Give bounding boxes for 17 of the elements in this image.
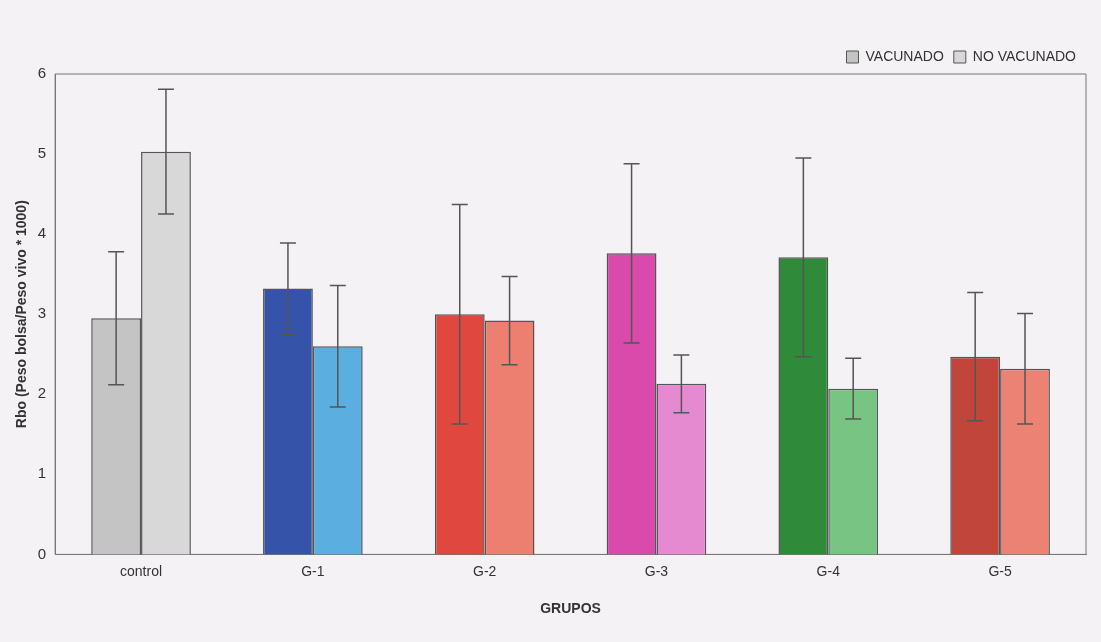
y-tick-label: 1 bbox=[37, 464, 47, 482]
y-tick-label: 5 bbox=[37, 144, 47, 162]
x-axis-title: GRUPOS bbox=[540, 600, 601, 617]
x-tick-label: G-4 bbox=[816, 562, 841, 579]
y-tick-label: 6 bbox=[37, 64, 47, 82]
y-axis-title: Rbo (Peso bolsa/Peso vivo * 1000) bbox=[13, 200, 30, 429]
x-tick-label: G-1 bbox=[301, 562, 325, 579]
y-tick-label: 2 bbox=[37, 384, 47, 402]
x-tick-label: control bbox=[120, 562, 163, 579]
y-tick-label: 3 bbox=[37, 304, 47, 322]
x-tick-label: G-3 bbox=[644, 562, 669, 579]
x-tick-label: G-5 bbox=[988, 562, 1012, 579]
y-tick-label: 4 bbox=[37, 224, 47, 242]
legend-label: NO VACUNADO bbox=[972, 47, 1077, 64]
legend-label: VACUNADO bbox=[865, 47, 944, 64]
y-tick-label: 0 bbox=[37, 544, 47, 562]
x-tick-label: G-2 bbox=[472, 562, 497, 579]
